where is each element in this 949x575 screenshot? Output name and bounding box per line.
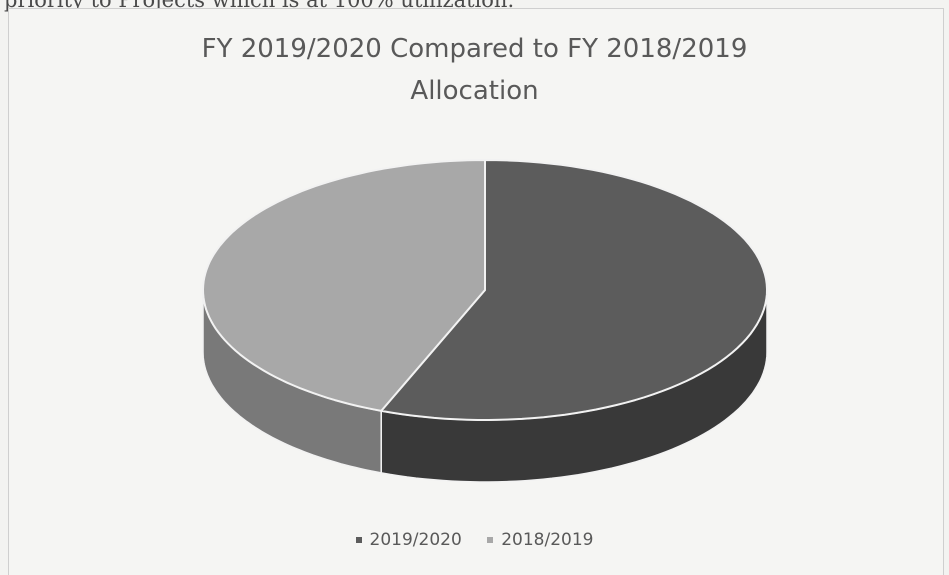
- chart-legend: 2019/2020 2018/2019: [0, 528, 949, 550]
- chart-title-line-1: FY 2019/2020 Compared to FY 2018/2019: [201, 34, 748, 64]
- legend-label-2018-2019: 2018/2019: [501, 530, 594, 550]
- legend-swatch-2018-2019: [487, 537, 494, 543]
- pie-slice-2019-2020: [380, 159, 768, 421]
- legend-swatch-2019-2020: [355, 537, 362, 543]
- legend-item-2018-2019: 2018/2019: [487, 530, 593, 550]
- chart-title: FY 2019/2020 Compared to FY 2018/2019 Al…: [0, 28, 949, 112]
- legend-item-2019-2020: 2019/2020: [355, 530, 462, 550]
- chart-title-line-2: Allocation: [410, 76, 539, 106]
- pie-slice-2018-2019: [202, 159, 486, 412]
- legend-label-2019-2020: 2019/2020: [369, 530, 462, 550]
- pie-top: [202, 159, 768, 421]
